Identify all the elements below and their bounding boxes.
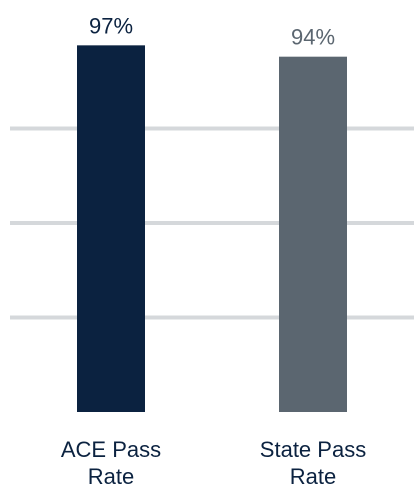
- x-tick-label: State Pass Rate: [259, 437, 367, 489]
- bar: [77, 45, 145, 413]
- bar: [279, 56, 347, 413]
- value-label: 94%: [291, 25, 335, 50]
- x-tick-label: ACE Pass Rate: [60, 437, 162, 489]
- value-label: 97%: [89, 13, 133, 38]
